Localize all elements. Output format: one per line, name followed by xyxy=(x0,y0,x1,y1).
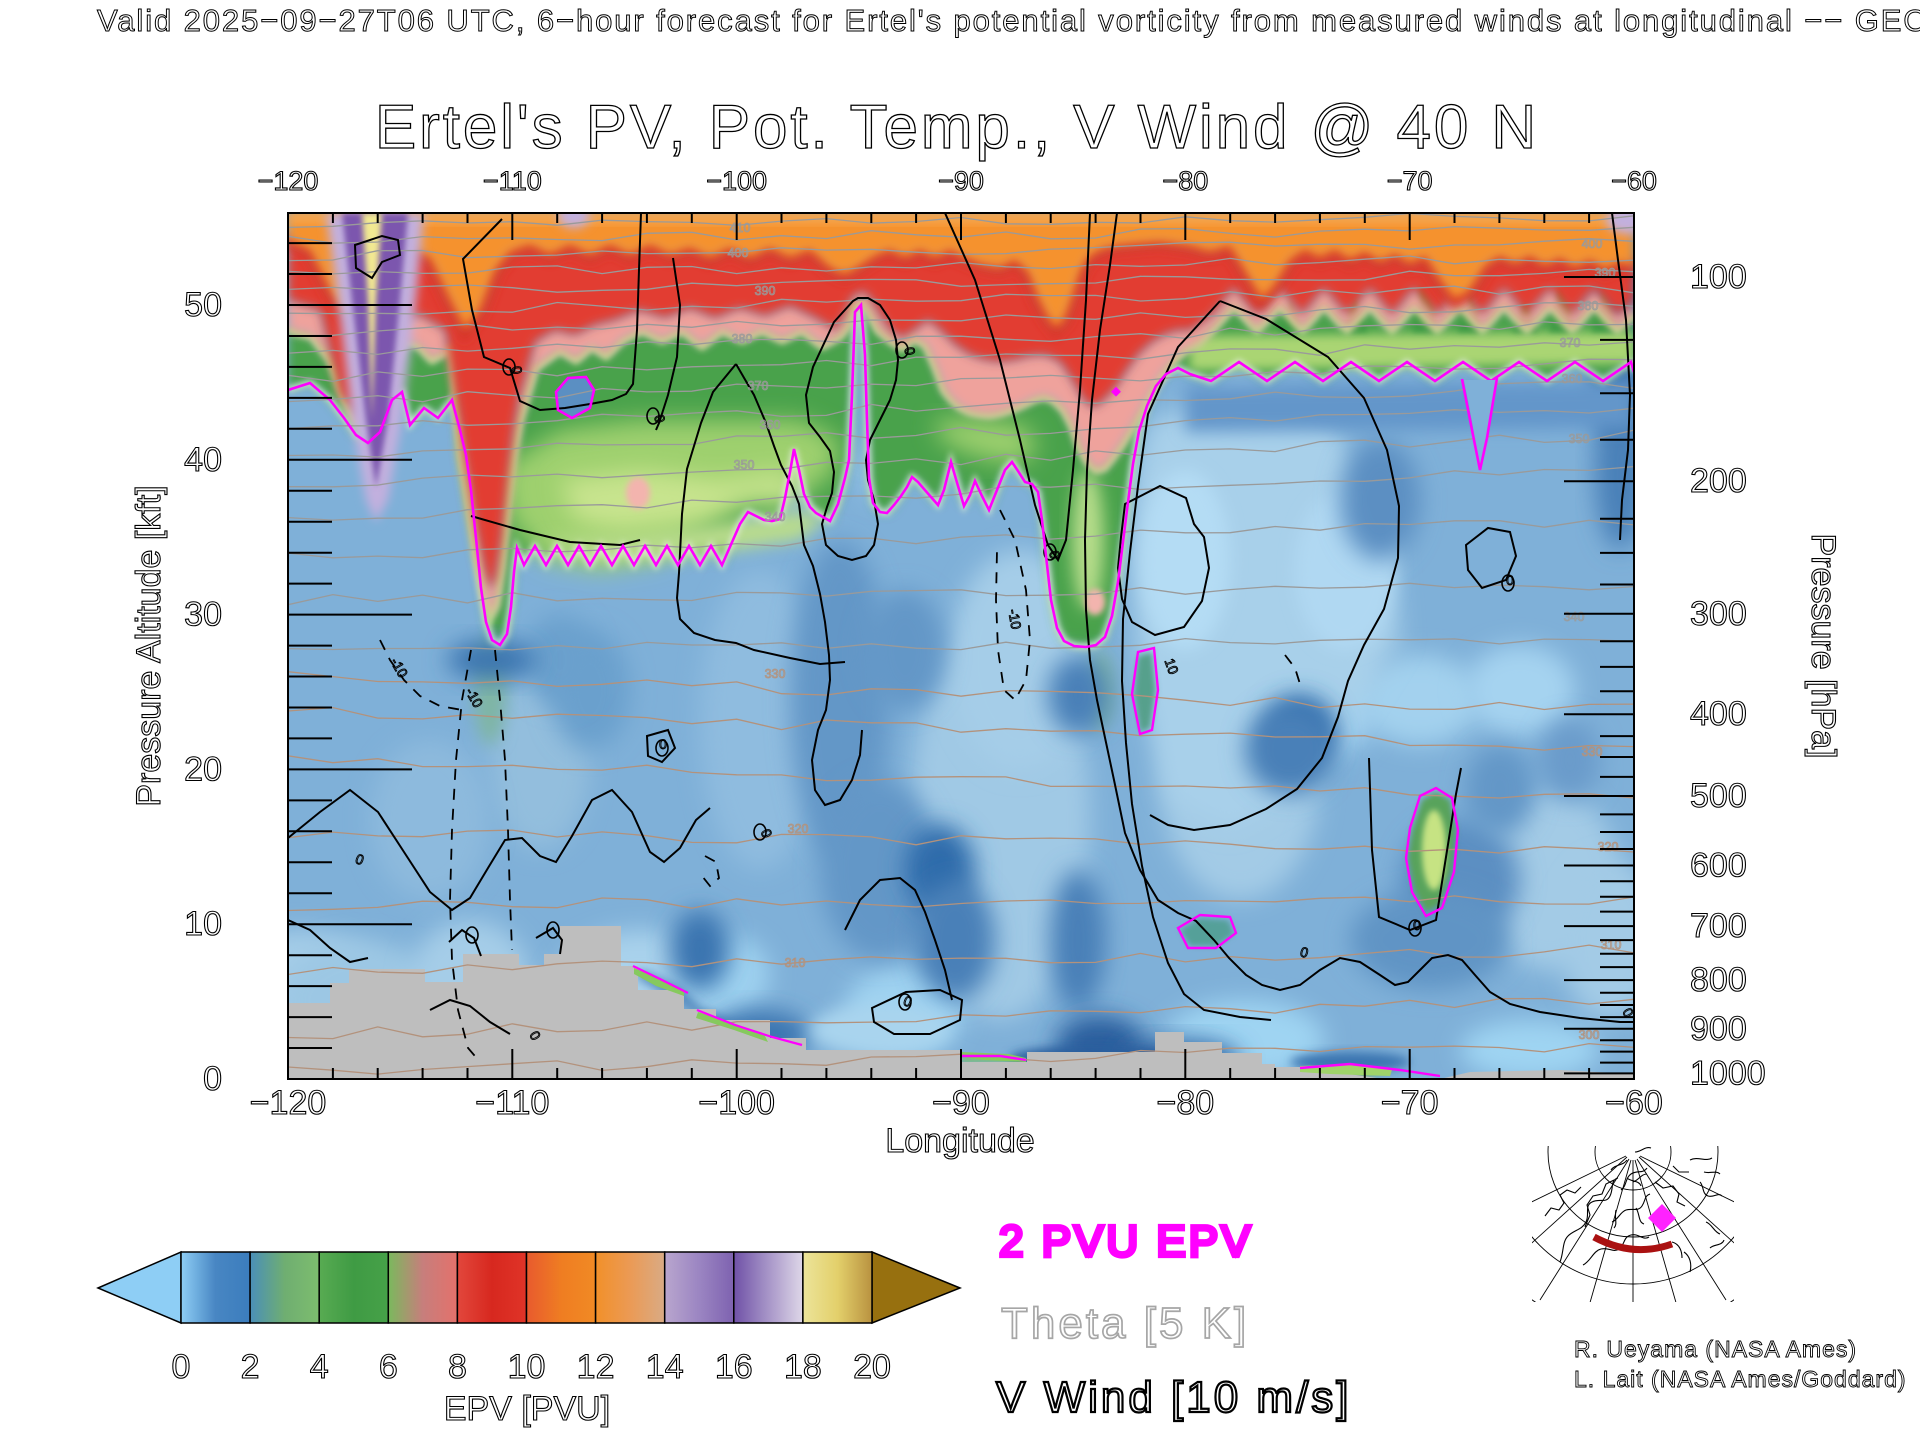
svg-text:−120: −120 xyxy=(258,166,319,196)
svg-text:370: 370 xyxy=(1560,336,1581,350)
svg-text:10: 10 xyxy=(184,905,222,943)
svg-text:380: 380 xyxy=(732,332,753,346)
svg-text:300: 300 xyxy=(1690,595,1747,633)
svg-text:−110: −110 xyxy=(483,166,542,196)
svg-text:10: 10 xyxy=(508,1348,546,1386)
svg-text:360: 360 xyxy=(1562,372,1583,386)
svg-text:0: 0 xyxy=(1413,917,1421,933)
svg-text:8: 8 xyxy=(448,1348,467,1386)
svg-text:−120: −120 xyxy=(250,1084,327,1122)
svg-text:Ertel's PV, Pot. Temp., V Wind: Ertel's PV, Pot. Temp., V Wind @ 40 N xyxy=(375,93,1539,162)
svg-text:EPV [PVU]: EPV [PVU] xyxy=(444,1390,610,1428)
svg-text:30: 30 xyxy=(184,596,222,634)
svg-text:−70: −70 xyxy=(1381,1084,1439,1122)
svg-text:2 PVU EPV: 2 PVU EPV xyxy=(999,1217,1253,1266)
svg-text:400: 400 xyxy=(1690,695,1747,733)
svg-text:0: 0 xyxy=(203,1060,222,1098)
svg-text:−80: −80 xyxy=(1162,166,1208,196)
svg-text:R. Ueyama (NASA Ames): R. Ueyama (NASA Ames) xyxy=(1574,1336,1857,1362)
svg-text:400: 400 xyxy=(728,246,749,260)
svg-text:340: 340 xyxy=(765,510,786,524)
svg-text:310: 310 xyxy=(785,956,806,970)
svg-text:V Wind [10 m/s]: V Wind [10 m/s] xyxy=(996,1373,1352,1422)
svg-text:12: 12 xyxy=(577,1348,615,1386)
svg-text:700: 700 xyxy=(1690,907,1747,945)
svg-text:L. Lait (NASA Ames/Goddard): L. Lait (NASA Ames/Goddard) xyxy=(1574,1366,1907,1392)
svg-text:320: 320 xyxy=(1598,840,1619,854)
svg-text:−110: −110 xyxy=(475,1084,549,1122)
svg-text:300: 300 xyxy=(1579,1028,1600,1042)
svg-text:18: 18 xyxy=(784,1348,822,1386)
svg-text:900: 900 xyxy=(1690,1010,1747,1048)
svg-text:16: 16 xyxy=(715,1348,753,1386)
svg-text:370: 370 xyxy=(748,379,769,393)
svg-text:200: 200 xyxy=(1690,462,1747,500)
svg-text:Valid 2025−09−27T06 UTC, 6−hou: Valid 2025−09−27T06 UTC, 6−hour forecast… xyxy=(97,3,1920,38)
svg-text:0: 0 xyxy=(172,1348,191,1386)
svg-text:−100: −100 xyxy=(698,1084,775,1122)
svg-text:360: 360 xyxy=(760,418,781,432)
svg-text:600: 600 xyxy=(1690,846,1747,884)
svg-text:Pressure [hPa]: Pressure [hPa] xyxy=(1804,534,1842,759)
svg-text:310: 310 xyxy=(1601,938,1622,952)
svg-text:2: 2 xyxy=(241,1348,260,1386)
svg-text:14: 14 xyxy=(646,1348,684,1386)
svg-text:20: 20 xyxy=(853,1348,891,1386)
svg-text:0: 0 xyxy=(901,346,918,357)
svg-text:−60: −60 xyxy=(1611,166,1657,196)
svg-text:6: 6 xyxy=(379,1348,398,1386)
svg-text:100: 100 xyxy=(1690,258,1747,296)
svg-text:0: 0 xyxy=(659,736,667,752)
svg-text:800: 800 xyxy=(1690,961,1747,999)
svg-text:-10: -10 xyxy=(1005,608,1024,631)
svg-text:0: 0 xyxy=(1506,572,1514,588)
svg-text:330: 330 xyxy=(765,667,786,681)
svg-text:−60: −60 xyxy=(1605,1084,1663,1122)
svg-text:0: 0 xyxy=(508,365,525,376)
svg-text:500: 500 xyxy=(1690,777,1747,815)
svg-text:Theta [5 K]: Theta [5 K] xyxy=(1001,1299,1249,1348)
svg-text:−100: −100 xyxy=(706,166,767,196)
svg-text:350: 350 xyxy=(734,458,755,472)
svg-text:4: 4 xyxy=(310,1348,329,1386)
svg-text:390: 390 xyxy=(755,284,776,298)
svg-text:330: 330 xyxy=(1582,745,1603,759)
svg-text:−90: −90 xyxy=(932,1084,990,1122)
svg-text:Longitude: Longitude xyxy=(885,1122,1034,1160)
svg-text:10: 10 xyxy=(1162,656,1182,676)
svg-text:40: 40 xyxy=(184,441,222,479)
svg-text:1000: 1000 xyxy=(1690,1054,1766,1092)
svg-text:Pressure Altitude [kft]: Pressure Altitude [kft] xyxy=(130,485,168,806)
svg-text:20: 20 xyxy=(184,750,222,788)
svg-text:340: 340 xyxy=(1564,610,1585,624)
svg-text:−90: −90 xyxy=(938,166,984,196)
svg-text:400: 400 xyxy=(1582,237,1603,251)
svg-text:−80: −80 xyxy=(1156,1084,1214,1122)
svg-text:−70: −70 xyxy=(1387,166,1433,196)
svg-text:410: 410 xyxy=(730,221,751,235)
svg-text:50: 50 xyxy=(184,286,222,324)
svg-text:320: 320 xyxy=(788,822,809,836)
svg-text:350: 350 xyxy=(1569,432,1590,446)
svg-text:380: 380 xyxy=(1578,299,1599,313)
